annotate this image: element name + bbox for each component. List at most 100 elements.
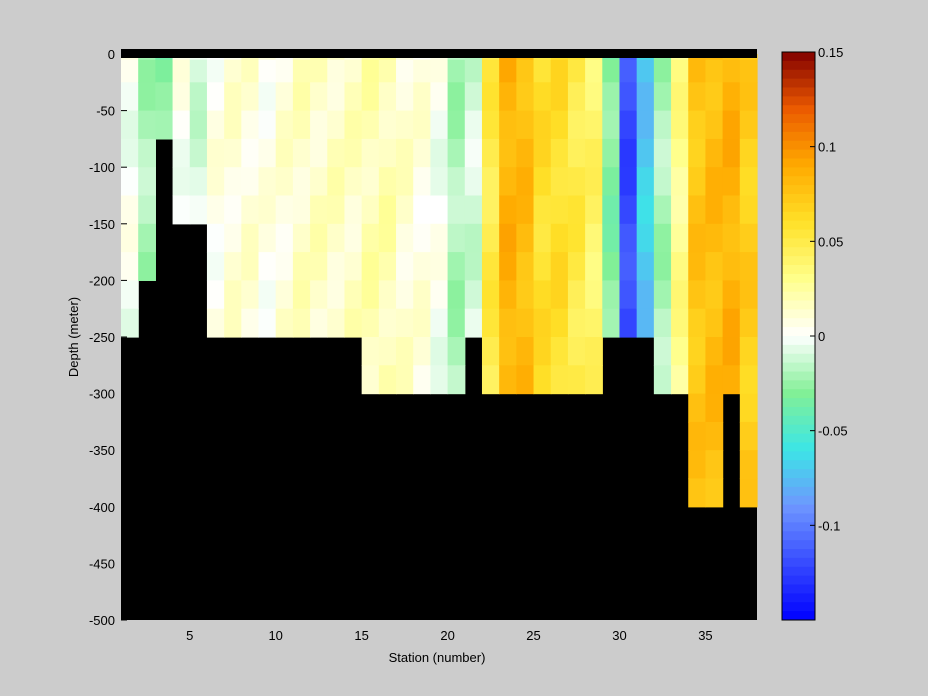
heatmap-cell	[206, 195, 225, 225]
colorbar-segment	[782, 185, 815, 195]
heatmap-cell	[155, 59, 174, 83]
heatmap-cell	[378, 365, 397, 395]
heatmap-cell	[413, 252, 432, 281]
heatmap-cell	[619, 223, 638, 253]
heatmap-cell	[464, 252, 483, 281]
heatmap-cell	[722, 337, 741, 366]
heatmap-cell	[413, 365, 432, 395]
heatmap-cell	[275, 138, 294, 168]
heatmap-cell	[567, 337, 586, 366]
heatmap-cell	[189, 59, 208, 83]
heatmap-cell	[705, 421, 724, 451]
heatmap-cell	[430, 167, 449, 197]
heatmap-cell	[619, 82, 638, 112]
heatmap-cell	[567, 365, 586, 395]
heatmap-cell	[292, 110, 311, 140]
colorbar-segment	[782, 247, 815, 257]
heatmap-cell	[481, 138, 500, 168]
heatmap-cell	[550, 337, 569, 366]
heatmap-cell	[671, 110, 689, 140]
heatmap-cell	[653, 59, 672, 83]
heatmap-cell	[378, 308, 397, 338]
heatmap-cell	[138, 252, 156, 281]
heatmap-cell	[396, 59, 414, 83]
heatmap-cell	[739, 450, 758, 480]
heatmap-cell	[344, 167, 363, 197]
heatmap-cell	[138, 167, 156, 197]
colorbar-tick-label: -0.05	[818, 424, 848, 439]
heatmap-cell	[155, 82, 174, 112]
heatmap-cell	[636, 195, 655, 225]
colorbar-segment	[782, 566, 815, 577]
colorbar-segment	[782, 469, 815, 479]
heatmap-cell	[671, 59, 689, 83]
colorbar-segment	[782, 158, 815, 168]
heatmap-cell	[636, 59, 655, 83]
heatmap-cell	[396, 252, 414, 281]
heatmap-cell	[585, 195, 603, 225]
colorbar-segment	[782, 282, 815, 293]
heatmap-cell	[258, 59, 277, 83]
heatmap-cell	[224, 280, 242, 310]
heatmap-cell	[688, 478, 707, 508]
colorbar-segment	[782, 398, 815, 408]
heatmap-cell	[430, 110, 449, 140]
heatmap-cell	[533, 82, 552, 112]
heatmap-cell	[585, 337, 603, 366]
heatmap-cell	[567, 110, 586, 140]
heatmap-cell	[636, 110, 655, 140]
y-tick-label: -250	[89, 330, 115, 345]
colorbar-segment	[782, 194, 815, 204]
x-tick-label: 5	[186, 628, 193, 643]
heatmap-cell	[413, 280, 432, 310]
heatmap-cell	[430, 138, 449, 168]
heatmap-cell	[292, 59, 311, 83]
heatmap-cell	[585, 223, 603, 253]
heatmap-cell	[378, 280, 397, 310]
heatmap-cell	[739, 252, 758, 281]
heatmap-cell	[739, 365, 758, 395]
heatmap-cell	[619, 252, 638, 281]
colorbar-segment	[782, 424, 815, 435]
heatmap-cell	[361, 195, 380, 225]
y-tick-label: -400	[89, 500, 115, 515]
colorbar-segment	[782, 309, 815, 319]
heatmap-cell	[361, 82, 380, 112]
colorbar-segment	[782, 149, 815, 160]
heatmap-cell	[327, 59, 346, 83]
heatmap-cell	[464, 308, 483, 338]
heatmap-cell	[447, 252, 466, 281]
colorbar-tick-label: -0.1	[818, 518, 840, 533]
y-tick-label: -450	[89, 556, 115, 571]
heatmap-cell	[533, 308, 552, 338]
heatmap-cell	[430, 308, 449, 338]
heatmap-cell	[516, 110, 535, 140]
heatmap-cell	[310, 195, 328, 225]
heatmap-cell	[189, 195, 208, 225]
colorbar-segment	[782, 96, 815, 106]
heatmap-cell	[121, 252, 139, 281]
heatmap-cell	[602, 308, 621, 338]
heatmap-cell	[327, 82, 346, 112]
heatmap-cell	[533, 110, 552, 140]
colorbar-segment	[782, 371, 815, 381]
colorbar-segment	[782, 362, 815, 373]
heatmap-cell	[688, 82, 707, 112]
heatmap-cell	[481, 280, 500, 310]
heatmap-cell	[275, 280, 294, 310]
heatmap-cell	[224, 110, 242, 140]
heatmap-cell	[413, 195, 432, 225]
heatmap-cell	[602, 167, 621, 197]
heatmap-cell	[430, 365, 449, 395]
heatmap-cell	[567, 167, 586, 197]
heatmap-cell	[344, 110, 363, 140]
heatmap-cell	[688, 167, 707, 197]
heatmap-cell	[121, 280, 139, 310]
heatmap-cell	[361, 110, 380, 140]
heatmap-cell	[550, 59, 569, 83]
heatmap-cell	[155, 110, 174, 140]
heatmap-cell	[636, 280, 655, 310]
heatmap-cell	[189, 138, 208, 168]
colorbar-segment	[782, 78, 815, 89]
heatmap-cell	[499, 82, 517, 112]
